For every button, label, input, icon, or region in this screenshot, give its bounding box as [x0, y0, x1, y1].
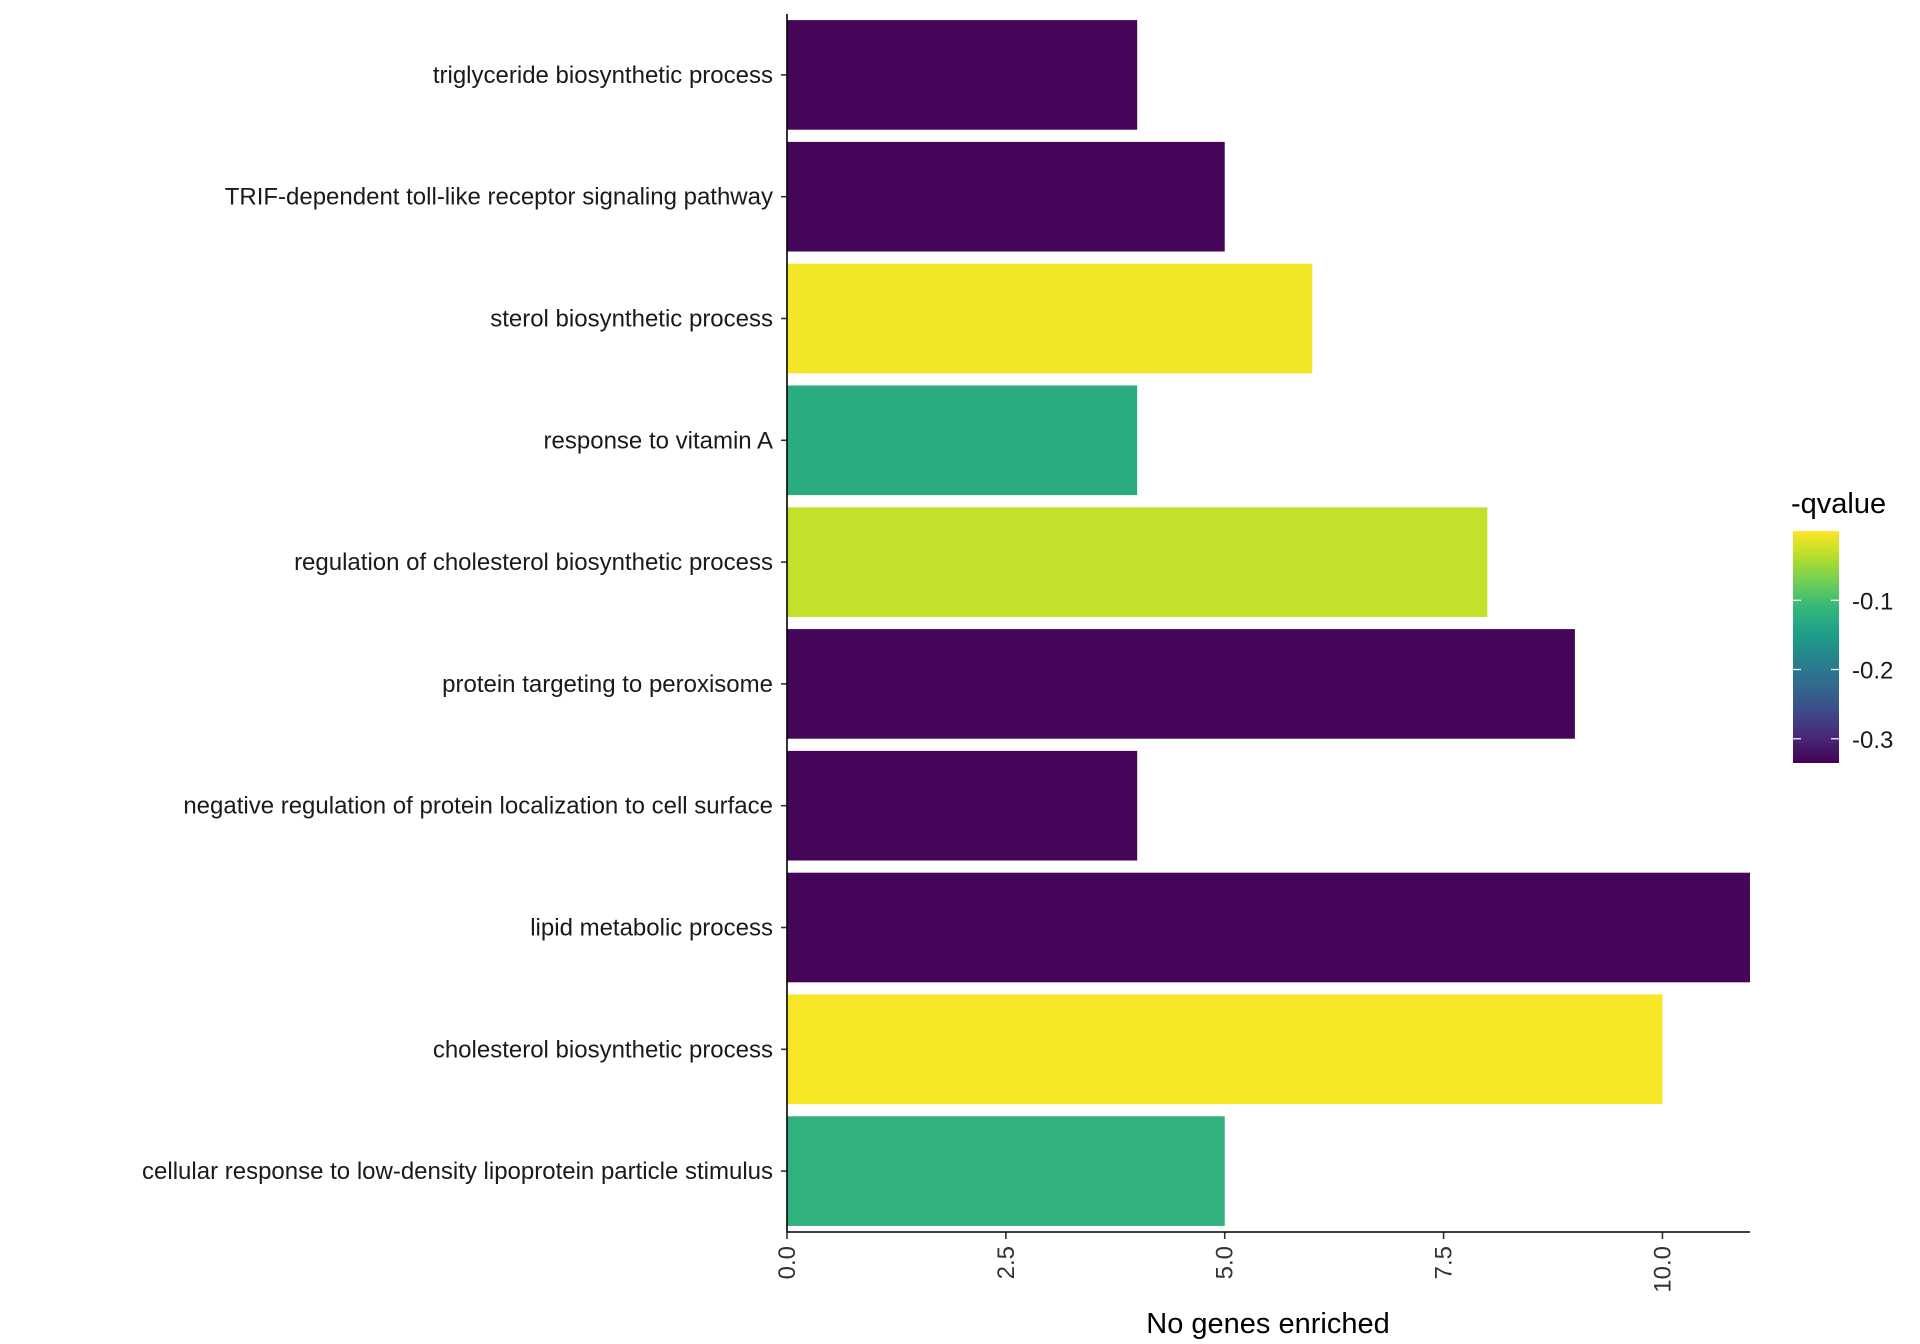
x-tick-label: 5.0 [1212, 1246, 1239, 1279]
category-label: cellular response to low-density lipopro… [142, 1158, 773, 1185]
category-labels: triglyceride biosynthetic process TRIF-de… [142, 62, 773, 1185]
category-label: regulation of cholesterol biosynthetic p… [294, 549, 773, 576]
bar [787, 20, 1138, 130]
x-axis-ticks: 0.0 2.5 5.0 7.5 10.0 [774, 1232, 1676, 1293]
legend-tick-label: -0.3 [1852, 727, 1893, 754]
legend: -qvalue -0.1 -0.2 -0.3 [1791, 488, 1893, 763]
bars [787, 20, 1750, 1226]
legend-tick-label: -0.1 [1852, 588, 1893, 615]
y-axis-ticks [781, 74, 787, 1172]
bar [787, 507, 1488, 617]
bar [787, 629, 1575, 739]
bar [787, 141, 1225, 252]
category-label: negative regulation of protein localizat… [183, 793, 773, 820]
category-label: TRIF-dependent toll-like receptor signal… [225, 184, 773, 211]
x-tick-label: 2.5 [993, 1246, 1020, 1279]
bar [787, 872, 1750, 983]
category-label: response to vitamin A [544, 427, 773, 454]
category-label: sterol biosynthetic process [490, 306, 773, 333]
legend-ticks: -0.1 -0.2 -0.3 [1793, 588, 1893, 754]
category-label: protein targeting to peroxisome [442, 671, 773, 698]
legend-colorbar [1793, 531, 1839, 763]
category-label: cholesterol biosynthetic process [433, 1036, 773, 1063]
bar [787, 994, 1663, 1105]
bar [787, 385, 1138, 496]
x-axis-title: No genes enriched [1146, 1308, 1389, 1340]
x-tick-label: 0.0 [774, 1246, 801, 1279]
x-tick-label: 7.5 [1431, 1246, 1458, 1279]
category-label: triglyceride biosynthetic process [433, 62, 773, 89]
legend-title: -qvalue [1791, 488, 1886, 520]
x-tick-label: 10.0 [1649, 1246, 1676, 1293]
legend-tick-label: -0.2 [1852, 658, 1893, 685]
bar [787, 750, 1138, 861]
bar [787, 1116, 1225, 1226]
bar [787, 263, 1313, 374]
category-label: lipid metabolic process [530, 915, 773, 942]
